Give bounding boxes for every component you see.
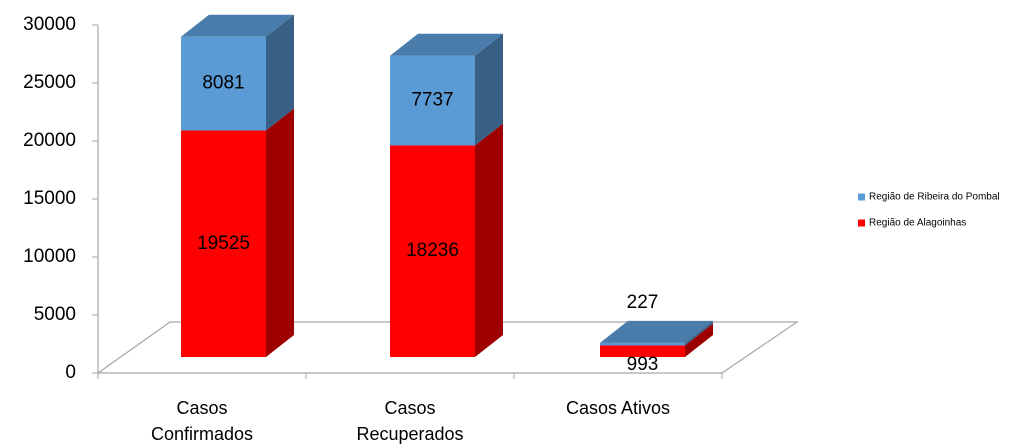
legend-label: Região de Ribeira do Pombal (869, 192, 1000, 203)
bar-top (600, 320, 713, 343)
data-label: 993 (627, 354, 659, 375)
bar-side (266, 108, 294, 357)
data-label: 19525 (197, 233, 250, 254)
bar (390, 55, 475, 146)
x-tick-label: Casos Confirmados (150, 398, 254, 444)
bar-top (181, 14, 294, 37)
data-label: 227 (627, 292, 659, 313)
bar-side (475, 123, 503, 357)
y-tick-label: 30000 (23, 14, 76, 35)
bar (600, 345, 685, 357)
y-tick-label: 5000 (34, 304, 76, 325)
data-label: 8081 (202, 73, 244, 94)
bar-side (475, 33, 503, 146)
legend-swatch (858, 193, 865, 201)
legend-swatch (858, 219, 865, 227)
x-tick-label: Casos Ativos (565, 398, 671, 418)
y-tick-label: 15000 (23, 188, 76, 209)
bar (600, 342, 685, 346)
bar-top (390, 33, 503, 56)
y-tick-label: 10000 (23, 246, 76, 267)
bar (390, 145, 475, 357)
data-label: 18236 (406, 240, 459, 261)
bar-side (685, 320, 713, 346)
bar-side (266, 14, 294, 131)
bar-side (685, 323, 713, 357)
y-tick-label: 20000 (23, 130, 76, 151)
y-tick-label: 25000 (23, 72, 76, 93)
bar (181, 36, 266, 131)
legend-label: Região de Alagoinhas (869, 218, 966, 229)
bar (181, 130, 266, 357)
y-tick-label: 0 (65, 362, 76, 383)
data-label: 7737 (411, 90, 453, 111)
x-tick-label: Casos Recuperados (356, 398, 464, 444)
